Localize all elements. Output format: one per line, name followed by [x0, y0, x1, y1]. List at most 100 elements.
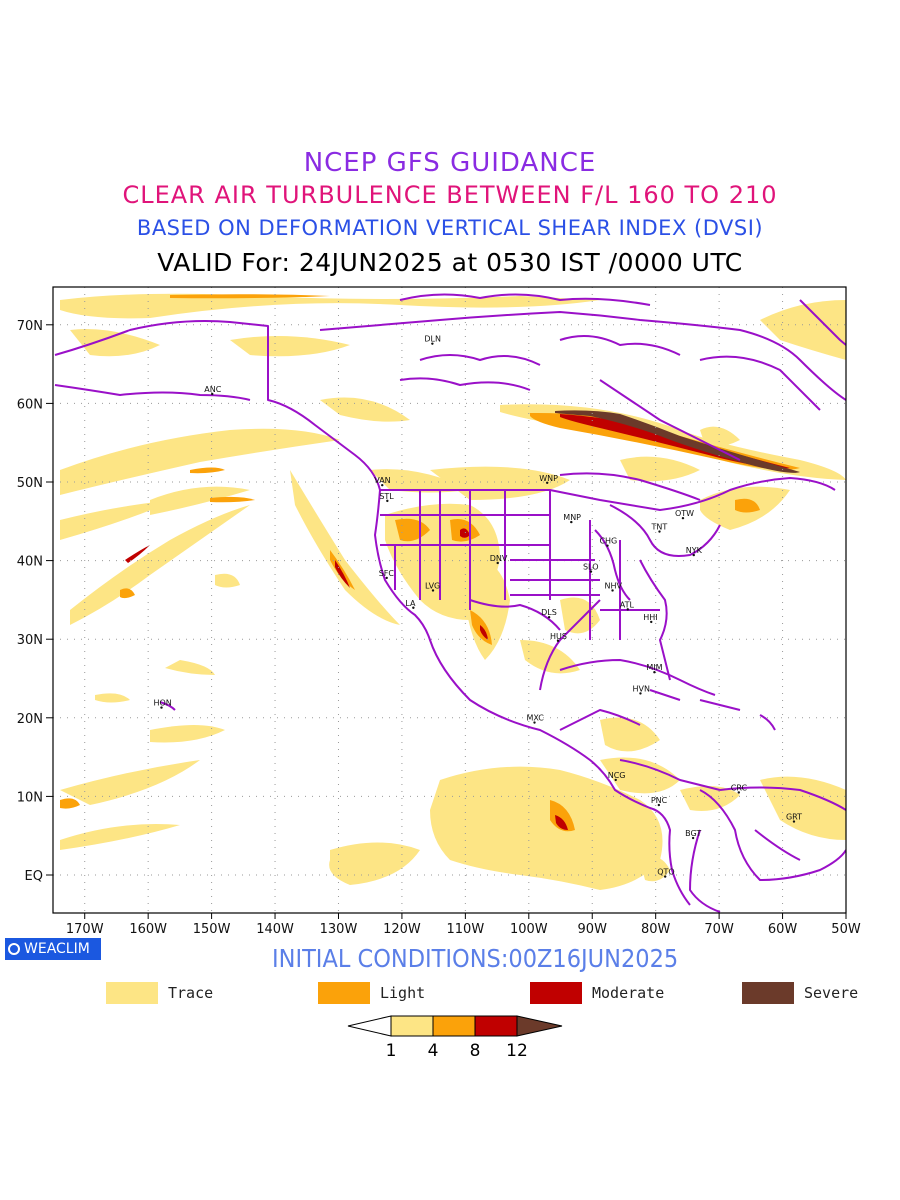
lat-tick-label: 60N: [17, 397, 43, 412]
initial-conditions: INITIAL CONDITIONS:00Z16JUN2025: [272, 944, 679, 973]
lon-tick-label: 60W: [768, 922, 798, 937]
legend-label-moderate: Moderate: [592, 984, 665, 1002]
lon-tick-label: 110W: [447, 922, 485, 937]
political-borders: [54, 293, 846, 913]
lat-tick-label: EQ: [25, 869, 43, 884]
city-label: QTO: [657, 868, 674, 877]
city-marker: [533, 721, 536, 724]
city-label: HVN: [632, 684, 649, 693]
city-label: SFC: [379, 569, 395, 578]
city-marker: [381, 483, 384, 487]
city-marker: [626, 608, 629, 611]
legend-item-severe: Severe: [742, 982, 858, 1004]
city-label: MNP: [563, 513, 581, 522]
map-frame: [52, 286, 847, 914]
weaclim-badge[interactable]: WEACLIM: [5, 938, 101, 960]
city-marker: [589, 570, 593, 573]
city-marker: [681, 516, 685, 520]
city-marker: [496, 561, 499, 565]
city-marker: [639, 692, 642, 695]
colorbar-tick: 8: [470, 1041, 481, 1061]
legend-label-severe: Severe: [804, 984, 859, 1002]
city-marker: [792, 820, 796, 823]
city-label: STL: [379, 492, 394, 501]
lat-tick-label: 30N: [17, 633, 43, 648]
city-marker: [431, 589, 435, 592]
colorbar-tick: 1: [386, 1041, 397, 1061]
valid-time: VALID For: 24JUN2025 at 0530 IST /0000 U…: [157, 248, 743, 277]
city-marker: [614, 778, 617, 782]
city-marker: [606, 544, 609, 547]
city-label: LVG: [425, 581, 440, 590]
city-marker: [691, 836, 695, 840]
city-label: VAN: [374, 476, 390, 485]
city-marker: [570, 520, 573, 524]
city-label: GRT: [786, 813, 802, 822]
legend-item-light: Light: [318, 982, 425, 1004]
lon-tick-label: 70W: [704, 922, 734, 937]
city-marker: [737, 791, 740, 794]
city-label: DLN: [424, 335, 441, 344]
city-label: SLO: [583, 563, 599, 572]
city-marker: [431, 342, 434, 345]
city-label: ATL: [620, 600, 635, 609]
lat-tick-label: 20N: [17, 712, 43, 727]
lat-tick-label: 40N: [17, 555, 43, 570]
lat-tick-label: 50N: [17, 476, 43, 491]
city-marker: [385, 576, 388, 580]
lon-tick-label: 90W: [578, 922, 608, 937]
colorbar-tick: 4: [428, 1041, 439, 1061]
lon-tick-label: 80W: [641, 922, 671, 937]
city-label: HUS: [550, 632, 567, 641]
city-label: MXC: [527, 714, 545, 723]
city-label: ANC: [204, 385, 221, 394]
colorbar-lower-triangle: [347, 1015, 392, 1037]
city-marker: [658, 530, 661, 533]
legend-item-trace: Trace: [106, 982, 213, 1004]
colorbar-upper-triangle: [516, 1015, 563, 1037]
city-marker: [556, 639, 560, 642]
legend-item-moderate: Moderate: [530, 982, 664, 1004]
city-marker: [160, 706, 163, 709]
city-label: HHI: [643, 613, 657, 622]
chart-subtitle-cat: CLEAR AIR TURBULENCE BETWEEN F/L 160 TO …: [122, 181, 778, 209]
lon-tick-label: 150W: [193, 922, 231, 937]
lon-tick-label: 120W: [383, 922, 421, 937]
legend-label-light: Light: [380, 984, 426, 1002]
legend-label-trace: Trace: [168, 984, 214, 1002]
legend-swatch-severe: [742, 982, 794, 1004]
city-label: MIM: [646, 663, 662, 672]
city-label: TNT: [650, 523, 667, 532]
axis-labels: 70N 60N 50N 40N 30N 20N 10N EQ 170W 160W 150W 140W 1…: [17, 319, 861, 937]
weaclim-label: WEACLIM: [24, 941, 90, 957]
city-marker: [211, 392, 214, 396]
weaclim-logo-icon: [8, 943, 20, 955]
colorbar-segment-trace: [390, 1015, 434, 1037]
severe-areas: [555, 410, 800, 473]
legend-swatch-light: [318, 982, 370, 1004]
lat-tick-label: 10N: [17, 790, 43, 805]
city-marker: [545, 481, 549, 484]
city-marker: [657, 803, 661, 807]
city-label: NCG: [608, 771, 626, 780]
city-label: CHG: [599, 537, 617, 546]
lon-tick-label: 160W: [129, 922, 167, 937]
city-label: OTW: [675, 509, 694, 518]
legend-swatch-trace: [106, 982, 158, 1004]
city-label: BGT: [685, 829, 701, 838]
city-marker: [412, 606, 415, 609]
city-label: WNP: [539, 474, 558, 483]
city-marker: [663, 875, 667, 878]
city-label: NYK: [686, 546, 703, 555]
city-label: DLS: [541, 608, 557, 617]
city-label: CRC: [731, 783, 748, 792]
city-marker: [692, 553, 695, 557]
city-marker: [653, 671, 656, 674]
lat-tick-label: 70N: [17, 319, 43, 334]
lon-tick-label: 50W: [831, 922, 861, 937]
lon-tick-label: 140W: [256, 922, 294, 937]
city-label: NHV: [605, 581, 623, 590]
city-marker: [650, 620, 653, 624]
legend-swatch-moderate: [530, 982, 582, 1004]
